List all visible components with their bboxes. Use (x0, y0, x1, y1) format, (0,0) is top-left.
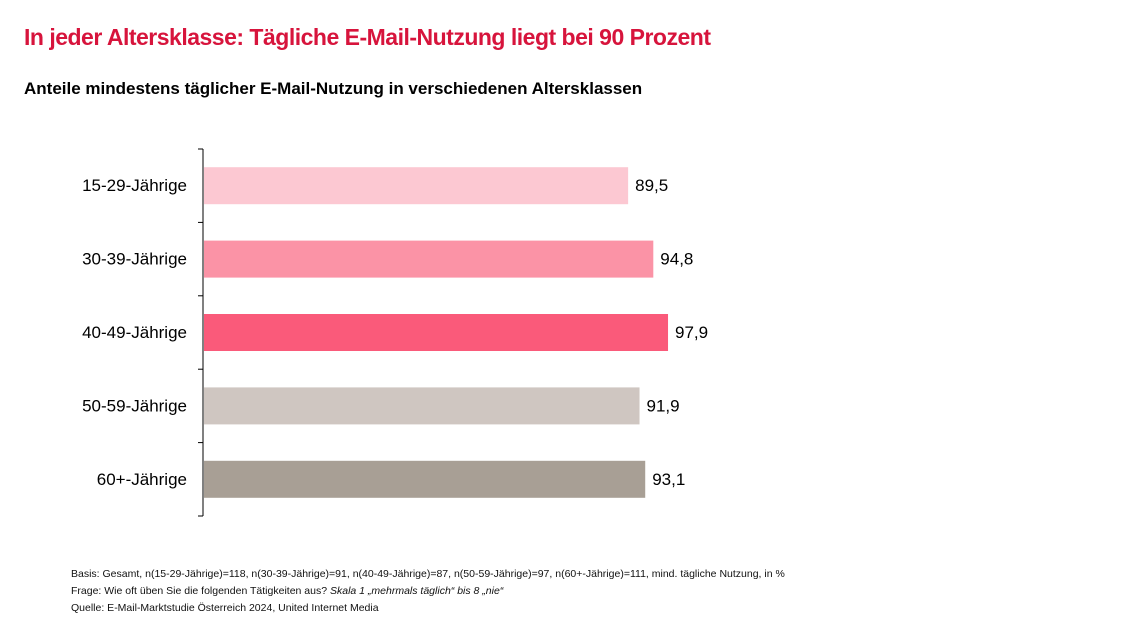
y-axis-ticks (198, 148, 203, 517)
value-label-4: 91,9 (647, 396, 680, 415)
category-label-4: 50-59-Jährige (82, 396, 187, 415)
footer-quelle: Quelle: E-Mail-Marktstudie Österreich 20… (71, 602, 379, 614)
value-label-3: 97,9 (675, 323, 708, 342)
bar-5 (204, 460, 646, 498)
bars-layer (204, 167, 669, 498)
footer-frage: Frage: Wie oft üben Sie die folgenden Tä… (71, 583, 785, 600)
category-label-3: 40-49-Jährige (82, 323, 187, 342)
category-labels: 15-29-Jährige 30-39-Jährige 40-49-Jährige 5… (82, 176, 187, 489)
bar-2 (204, 240, 654, 278)
chart-subtitle: Anteile mindestens täglicher E-Mail-Nutz… (24, 79, 643, 98)
category-label-1: 15-29-Jährige (82, 176, 187, 195)
chart-title: In jeder Altersklasse: Tägliche E-Mail-N… (24, 24, 711, 50)
value-label-2: 94,8 (660, 250, 693, 269)
footer-frage-scale: Skala 1 „mehrmals täglich“ bis 8 „nie“ (329, 585, 504, 597)
value-label-1: 89,5 (635, 176, 668, 195)
value-label-5: 93,1 (652, 470, 685, 489)
category-label-5: 60+-Jährige (97, 470, 187, 489)
category-label-2: 30-39-Jährige (82, 250, 187, 269)
value-labels: 89,5 94,8 97,9 91,9 93,1 (635, 176, 708, 489)
footer-frage-text: Frage: Wie oft üben Sie die folgenden Tä… (71, 585, 330, 597)
bar-4 (204, 387, 640, 425)
bar-3 (204, 314, 669, 351)
footer-basis: Basis: Gesamt, n(15-29-Jährige)=118, n(3… (71, 568, 785, 580)
chart-footer: Basis: Gesamt, n(15-29-Jährige)=118, n(3… (71, 566, 785, 617)
bar-1 (204, 167, 629, 205)
